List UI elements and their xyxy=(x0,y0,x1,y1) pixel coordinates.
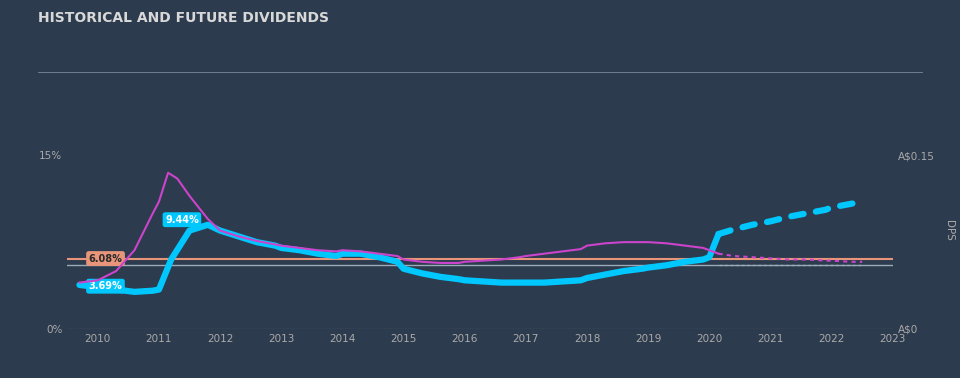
Text: 3.69%: 3.69% xyxy=(88,281,122,291)
Text: HISTORICAL AND FUTURE DIVIDENDS: HISTORICAL AND FUTURE DIVIDENDS xyxy=(38,11,329,25)
Y-axis label: DPS: DPS xyxy=(944,220,954,241)
Text: 9.44%: 9.44% xyxy=(165,215,199,225)
Text: 6.08%: 6.08% xyxy=(88,254,123,263)
